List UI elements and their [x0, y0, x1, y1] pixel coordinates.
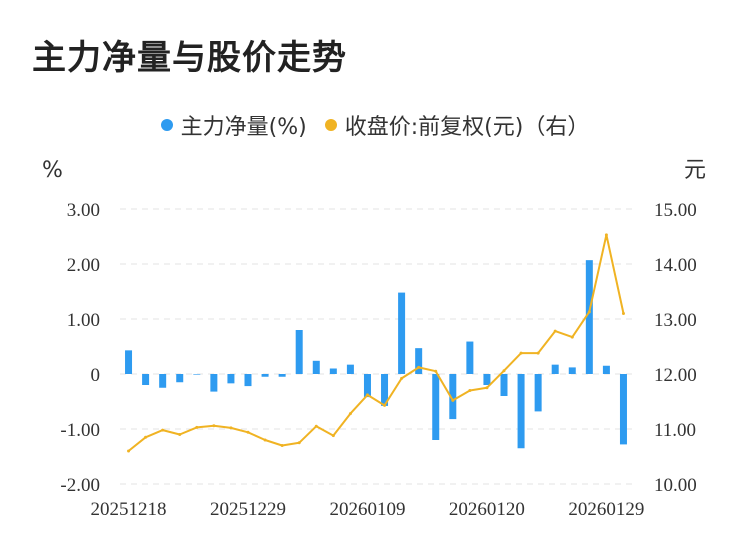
legend-dot-line-icon: [324, 119, 337, 131]
x-axis-tick-label: 20260129: [568, 499, 644, 520]
net-volume-bar[interactable]: [295, 330, 303, 374]
legend-item-net-volume[interactable]: 主力净量(%): [160, 109, 307, 141]
close-price-point[interactable]: [280, 444, 284, 447]
net-volume-bar[interactable]: [312, 360, 320, 374]
x-axis-tick-label: 20251218: [91, 499, 167, 520]
close-price-point[interactable]: [331, 434, 335, 438]
close-price-point[interactable]: [161, 428, 165, 432]
close-price-point[interactable]: [348, 412, 352, 416]
net-volume-bar[interactable]: [329, 368, 337, 375]
right-axis-tick-label: 10.00: [654, 475, 697, 496]
close-price-point[interactable]: [468, 389, 472, 392]
legend-label-net-volume: 主力净量(%): [180, 115, 307, 140]
page-title: 主力净量与股价走势: [32, 38, 347, 78]
right-axis-tick-label: 11.00: [654, 420, 696, 441]
close-price-point[interactable]: [400, 376, 404, 380]
net-volume-bar[interactable]: [210, 374, 218, 392]
x-axis-tick-label: 20251229: [210, 499, 286, 520]
x-axis-ticks: 20251218 20251229 20260109 20260120 20260129: [91, 499, 645, 520]
net-volume-bar[interactable]: [602, 365, 610, 374]
net-volume-bar[interactable]: [125, 350, 133, 374]
chart-legend: 主力净量(%) 收盘价:前复权(元)（右）: [0, 108, 750, 142]
close-price-point[interactable]: [417, 365, 421, 369]
net-volume-bar[interactable]: [551, 364, 559, 374]
net-volume-bar[interactable]: [619, 374, 627, 445]
close-price-point[interactable]: [144, 435, 148, 439]
net-volume-bar[interactable]: [483, 374, 491, 385]
x-axis-tick-label: 20260120: [449, 499, 525, 520]
left-axis-tick-label: 2.00: [67, 255, 100, 276]
close-price-point[interactable]: [519, 351, 523, 355]
net-volume-bar[interactable]: [244, 374, 252, 387]
left-axis-tick-label: -1.00: [60, 420, 100, 441]
close-price-point[interactable]: [297, 441, 301, 445]
net-volume-bar[interactable]: [500, 374, 508, 396]
net-volume-bar[interactable]: [466, 341, 474, 374]
left-axis-tick-label: 1.00: [67, 310, 100, 331]
close-price-point[interactable]: [604, 233, 608, 237]
close-price-point[interactable]: [314, 424, 318, 428]
close-price-point[interactable]: [621, 312, 625, 315]
right-axis-tick-label: 13.00: [654, 310, 697, 331]
close-price-point[interactable]: [365, 393, 369, 397]
net-volume-bar[interactable]: [193, 374, 201, 375]
legend-label-close-price: 收盘价:前复权(元)（右）: [344, 115, 590, 140]
net-volume-bar[interactable]: [585, 260, 593, 374]
net-volume-bar[interactable]: [278, 374, 286, 377]
left-axis-unit: %: [42, 158, 63, 183]
close-price-point[interactable]: [195, 425, 199, 429]
close-price-point[interactable]: [246, 430, 250, 434]
close-price-point[interactable]: [229, 426, 233, 430]
right-axis-unit: 元: [684, 158, 706, 183]
net-volume-bar[interactable]: [415, 348, 423, 374]
close-price-point[interactable]: [502, 369, 506, 373]
close-price-line[interactable]: [127, 233, 625, 452]
right-axis-ticks: 15.00 14.00 13.00 12.00 11.00 10.00: [654, 200, 697, 496]
left-axis-tick-label: -2.00: [60, 475, 100, 496]
net-volume-bar[interactable]: [381, 374, 389, 406]
close-price-point[interactable]: [553, 329, 557, 333]
close-price-point[interactable]: [263, 438, 267, 442]
line-series: [127, 233, 625, 453]
right-axis-tick-label: 12.00: [654, 365, 697, 386]
net-volume-bar[interactable]: [432, 374, 440, 440]
legend-item-close-price[interactable]: 收盘价:前复权(元)（右）: [324, 109, 590, 141]
close-price-point[interactable]: [212, 424, 216, 428]
close-price-point[interactable]: [485, 386, 489, 390]
net-volume-bar[interactable]: [159, 374, 167, 388]
net-volume-bar[interactable]: [261, 374, 269, 377]
close-price-point[interactable]: [570, 335, 574, 339]
close-price-point[interactable]: [451, 398, 455, 402]
net-volume-bar[interactable]: [227, 374, 235, 384]
net-volume-bar[interactable]: [534, 374, 542, 412]
close-price-point[interactable]: [127, 449, 131, 453]
net-volume-bar[interactable]: [346, 364, 354, 374]
net-volume-bar[interactable]: [176, 374, 184, 383]
right-axis-tick-label: 15.00: [654, 200, 697, 221]
close-price-point[interactable]: [434, 369, 438, 373]
net-volume-bar[interactable]: [568, 367, 576, 374]
net-volume-bar[interactable]: [363, 374, 371, 398]
net-volume-bar[interactable]: [398, 292, 406, 374]
close-price-point[interactable]: [178, 433, 182, 436]
net-volume-bar[interactable]: [449, 374, 457, 420]
left-axis-tick-label: 0: [91, 365, 101, 386]
bar-series: [125, 260, 627, 449]
left-axis-tick-label: 3.00: [67, 200, 100, 221]
close-price-point[interactable]: [383, 403, 387, 407]
net-volume-bar[interactable]: [142, 374, 150, 385]
left-axis-ticks: 3.00 2.00 1.00 0 -1.00 -2.00: [60, 200, 100, 496]
close-price-point[interactable]: [536, 351, 540, 355]
close-price-point[interactable]: [587, 310, 591, 314]
legend-dot-bar-icon: [160, 119, 173, 131]
net-volume-bar[interactable]: [517, 374, 525, 449]
x-axis-tick-label: 20260109: [329, 499, 405, 520]
right-axis-tick-label: 14.00: [654, 255, 697, 276]
grid-lines: [120, 208, 632, 485]
